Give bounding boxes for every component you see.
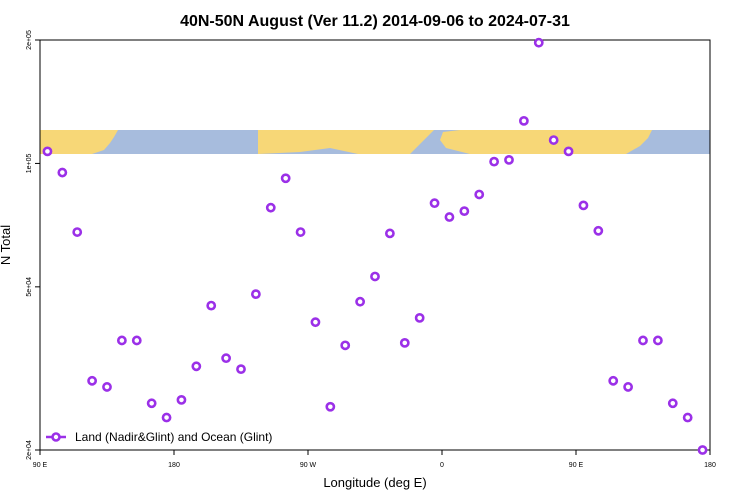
data-point <box>72 227 83 237</box>
data-point <box>623 382 634 392</box>
data-point <box>176 394 187 405</box>
y-axis-label: N Total <box>0 225 13 265</box>
data-point <box>578 200 589 211</box>
plot-frame <box>39 39 711 451</box>
data-point <box>518 115 529 126</box>
data-point <box>340 340 351 351</box>
data-point <box>57 167 68 178</box>
data-point <box>116 335 127 346</box>
data-point <box>325 401 336 412</box>
data-point <box>161 412 172 423</box>
x-tick-label: 90 E <box>569 462 584 469</box>
world-map-strip <box>40 130 710 154</box>
data-point <box>295 227 306 237</box>
data-point <box>42 146 53 157</box>
x-tick-label: 0 <box>440 462 444 469</box>
map-land-eurasia-east <box>40 130 118 154</box>
data-point <box>638 335 648 346</box>
x-tick-label: 90 W <box>300 462 317 469</box>
data-point <box>250 289 261 300</box>
data-point <box>697 445 708 455</box>
map-land-europe-asia <box>440 130 652 154</box>
data-point <box>236 364 246 375</box>
data-point <box>667 398 678 409</box>
data-point <box>533 37 544 48</box>
chart-title: 40N-50N August (Ver 11.2) 2014-09-06 to … <box>180 13 570 30</box>
data-point <box>682 412 693 423</box>
data-point <box>593 225 604 236</box>
data-point <box>221 353 232 364</box>
legend-marker <box>51 432 61 442</box>
data-point <box>459 206 470 217</box>
x-axis-label: Longitude (deg E) <box>323 475 426 490</box>
data-point <box>87 375 98 386</box>
data-point <box>355 296 366 307</box>
data-point <box>280 173 291 184</box>
data-point <box>146 398 157 409</box>
data-point <box>563 146 574 157</box>
data-point <box>265 202 276 213</box>
data-point <box>191 361 202 372</box>
data-point <box>444 212 455 222</box>
legend: Land (Nadir&Glint) and Ocean (Glint) <box>46 430 272 444</box>
y-tick-label: 2e+05 <box>26 30 33 50</box>
data-point <box>384 228 395 239</box>
data-point <box>131 335 142 346</box>
data-points <box>42 37 708 455</box>
legend-label: Land (Nadir&Glint) and Ocean (Glint) <box>75 430 272 444</box>
x-axis: 90 E 180 90 W 0 90 E 180 <box>33 450 716 469</box>
data-point <box>548 135 559 145</box>
x-tick-label: 180 <box>168 462 180 469</box>
x-tick-label: 90 E <box>33 462 48 469</box>
data-point <box>489 156 500 167</box>
data-point <box>102 382 112 392</box>
data-point <box>429 198 440 209</box>
data-point <box>206 300 217 311</box>
y-tick-label: 5e+04 <box>26 277 33 297</box>
x-tick-label: 180 <box>704 462 716 469</box>
data-point <box>310 317 321 328</box>
y-axis: 2e+04 5e+04 1e+05 2e+05 <box>26 30 40 460</box>
data-point <box>399 337 410 348</box>
data-point <box>474 189 485 200</box>
data-point <box>414 312 425 323</box>
map-land-americas <box>258 130 434 154</box>
y-tick-label: 2e+04 <box>26 440 33 460</box>
data-point <box>504 154 514 165</box>
y-tick-label: 1e+05 <box>26 153 33 173</box>
data-point <box>608 375 619 386</box>
data-point <box>652 335 663 346</box>
data-point <box>370 271 380 282</box>
